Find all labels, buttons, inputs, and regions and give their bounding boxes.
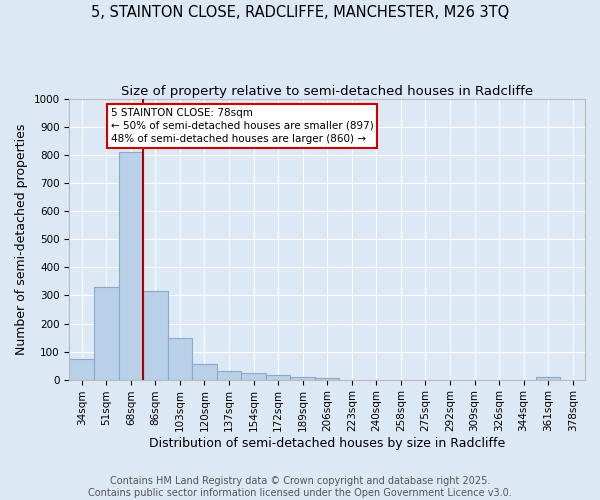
Bar [217,370,241,380]
Bar [536,378,560,380]
Y-axis label: Number of semi-detached properties: Number of semi-detached properties [15,124,28,355]
Bar [192,364,217,380]
X-axis label: Distribution of semi-detached houses by size in Radcliffe: Distribution of semi-detached houses by … [149,437,505,450]
Text: 5 STAINTON CLOSE: 78sqm
← 50% of semi-detached houses are smaller (897)
48% of s: 5 STAINTON CLOSE: 78sqm ← 50% of semi-de… [110,108,373,144]
Bar [167,338,192,380]
Bar [143,292,167,380]
Text: 5, STAINTON CLOSE, RADCLIFFE, MANCHESTER, M26 3TQ: 5, STAINTON CLOSE, RADCLIFFE, MANCHESTER… [91,5,509,20]
Bar [315,378,340,380]
Title: Size of property relative to semi-detached houses in Radcliffe: Size of property relative to semi-detach… [121,85,533,98]
Text: Contains HM Land Registry data © Crown copyright and database right 2025.
Contai: Contains HM Land Registry data © Crown c… [88,476,512,498]
Bar [241,374,266,380]
Bar [70,358,94,380]
Bar [94,287,119,380]
Bar [119,152,143,380]
Bar [266,375,290,380]
Bar [290,377,315,380]
